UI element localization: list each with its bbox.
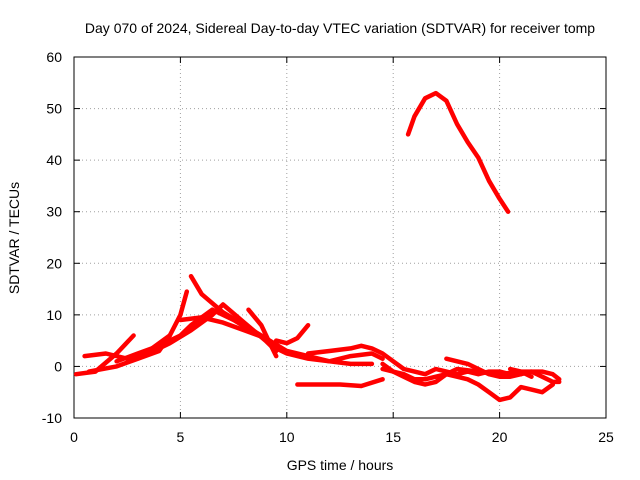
y-tick-label: 40 (46, 152, 62, 168)
series-line-7 (178, 315, 385, 364)
chart-title: Day 070 of 2024, Sidereal Day-to-day VTE… (85, 20, 595, 36)
series-line-15 (507, 366, 562, 385)
series-line-9 (273, 322, 311, 346)
y-tick-label: 50 (46, 101, 62, 117)
grid-lines (74, 57, 606, 418)
plot-area-frame (73, 56, 607, 419)
series-line-3 (86, 289, 190, 374)
y-axis-label: SDTVAR / TECUs (6, 182, 22, 294)
series-line-6 (188, 273, 375, 367)
series-line-5 (146, 302, 279, 356)
y-tick-label: -10 (42, 410, 62, 426)
x-tick-label: 10 (279, 429, 295, 445)
series-line-13 (380, 366, 556, 403)
data-series (73, 90, 562, 403)
y-tick-label: 10 (46, 307, 62, 323)
x-tick-label: 25 (598, 429, 614, 445)
x-tick-label: 0 (70, 429, 78, 445)
y-tick-label: 0 (54, 358, 62, 374)
series-line-1 (73, 333, 136, 377)
series-line-8 (246, 307, 279, 359)
axis-ticks: 0 5 10 15 20 25 -10 0 10 20 30 40 50 60 (42, 49, 614, 445)
series-line-11 (295, 377, 385, 389)
y-tick-label: 20 (46, 255, 62, 271)
series-line-16 (405, 90, 511, 214)
y-tick-label: 30 (46, 204, 62, 220)
x-tick-label: 20 (492, 429, 508, 445)
y-tick-label: 60 (46, 49, 62, 65)
x-tick-label: 15 (385, 429, 401, 445)
series-line-14 (444, 356, 562, 382)
x-axis-label: GPS time / hours (287, 457, 394, 473)
x-tick-label: 5 (177, 429, 185, 445)
